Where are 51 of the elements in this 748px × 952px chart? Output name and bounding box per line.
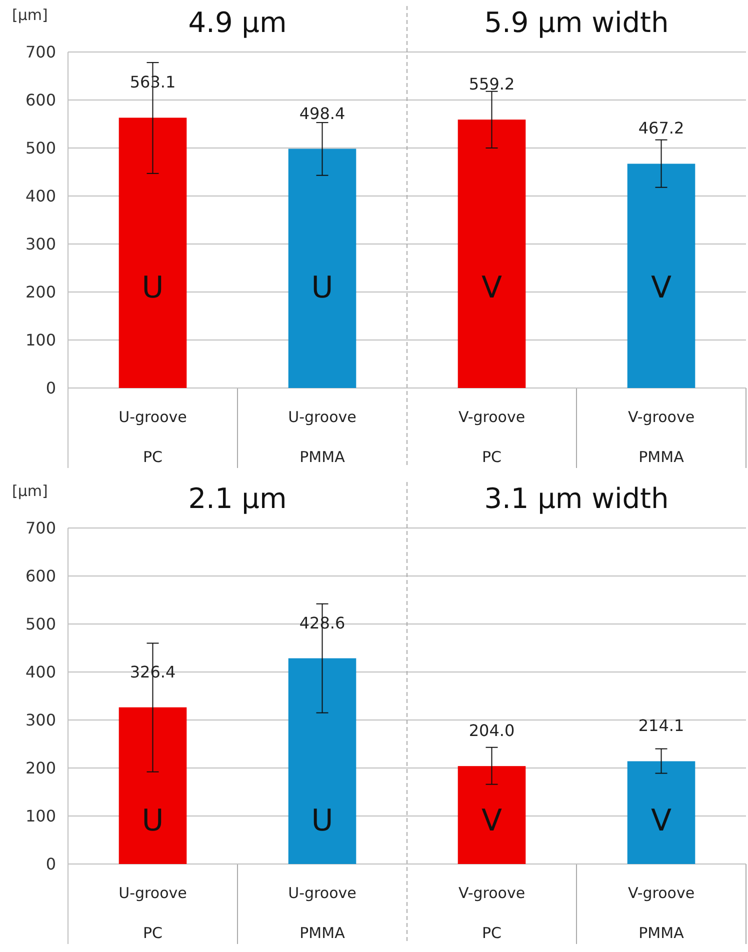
category-label: V-groove PMMA <box>628 884 695 942</box>
y-tick-label: 200 <box>25 758 56 778</box>
annotation: U <box>311 270 334 306</box>
y-tick-label: 400 <box>25 186 56 206</box>
annotation: V <box>650 270 672 306</box>
bar <box>118 118 187 388</box>
annotation: U <box>311 803 334 838</box>
y-tick-label: 300 <box>25 234 56 254</box>
data-label: 467.2 <box>638 118 684 138</box>
category-label: V-groove PC <box>458 408 526 466</box>
y-axis-title: [µm] <box>12 482 48 500</box>
text: 2.1 µm <box>188 482 287 515</box>
y-tick-label: 700 <box>25 518 56 538</box>
text: 3.1 µm width <box>484 482 669 515</box>
data-label: 204.0 <box>468 721 515 740</box>
y-axis-title: [µm] <box>12 6 48 24</box>
y-tick-label: 500 <box>25 614 56 634</box>
data-label: 498.4 <box>299 104 346 123</box>
annotation: U <box>142 270 164 306</box>
bar <box>627 164 696 388</box>
y-tick-label: 100 <box>25 330 56 350</box>
y-tick-label: 600 <box>25 90 56 110</box>
annotation: V <box>650 803 672 838</box>
category-label: V-groove PC <box>458 884 526 942</box>
text: 4.9 µm <box>188 6 287 39</box>
text: 5.9 µm width <box>484 6 669 39</box>
y-tick-label: 500 <box>25 138 56 158</box>
category-label: V-groove PMMA <box>628 408 695 466</box>
data-label: 214.1 <box>638 716 684 736</box>
annotation: U <box>142 803 164 838</box>
y-tick-label: 0 <box>46 854 56 874</box>
category-label: U-groove PC <box>118 884 187 942</box>
category-label: U-groove PMMA <box>288 408 356 466</box>
bar <box>288 658 356 864</box>
y-tick-label: 100 <box>25 806 56 826</box>
y-tick-label: 200 <box>25 282 56 302</box>
y-tick-label: 600 <box>25 566 56 586</box>
y-tick-label: 300 <box>25 710 56 730</box>
annotation: V <box>481 803 502 838</box>
y-tick-label: 700 <box>25 42 56 62</box>
bar <box>118 707 187 864</box>
data-label: 559.2 <box>468 74 515 94</box>
bar <box>458 120 526 388</box>
bar <box>627 761 696 864</box>
bar <box>458 766 526 864</box>
category-label: U-groove PC <box>118 408 187 466</box>
annotation: V <box>481 270 502 306</box>
y-tick-label: 400 <box>25 662 56 682</box>
bar <box>288 148 356 388</box>
y-tick-label: 0 <box>46 378 56 398</box>
category-label: U-groove PMMA <box>288 884 356 942</box>
